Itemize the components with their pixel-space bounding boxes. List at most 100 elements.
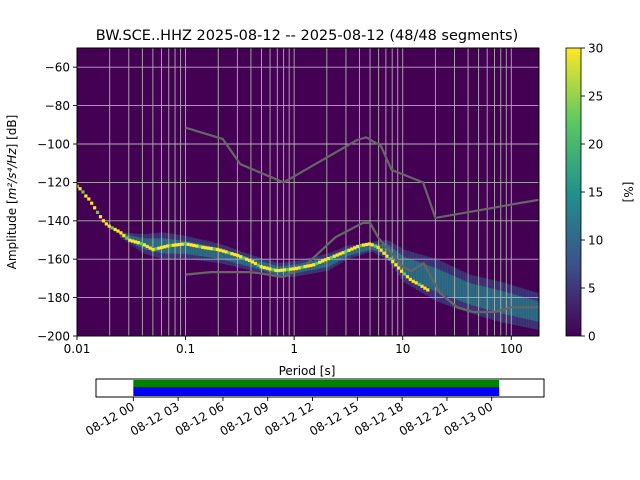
mode-point: [321, 259, 325, 263]
mode-curve: [77, 184, 430, 292]
mode-point: [215, 247, 219, 252]
density-band-inner: [486, 287, 490, 310]
mode-point: [297, 266, 301, 270]
mode-point: [397, 266, 401, 270]
colorbar-tick-label: 10: [588, 233, 603, 247]
mode-point: [294, 266, 298, 270]
mode-point: [236, 253, 240, 258]
density-band-inner: [426, 265, 430, 288]
density-band-inner: [211, 246, 215, 258]
density-band-inner: [415, 261, 420, 282]
colorbar-tick-label: 30: [588, 41, 603, 55]
y-axis-label-units: m²/s⁴/Hz: [5, 148, 19, 200]
y-axis-ticks: −60 −80 −100 −120 −140 −160 −180 −200: [37, 61, 77, 343]
density-band-inner: [146, 238, 150, 251]
mode-point: [341, 251, 345, 255]
mode-point: [131, 239, 135, 243]
mode-point: [271, 268, 275, 272]
y-tick-label: −140: [37, 214, 70, 228]
mode-point: [359, 243, 363, 248]
mode-point: [113, 227, 117, 232]
timeline-tick-label: 08-13 00: [442, 399, 496, 438]
density-band-inner: [371, 244, 375, 250]
y-tick-label: −100: [37, 137, 70, 151]
density-band-inner: [434, 268, 438, 292]
mode-point: [426, 288, 430, 292]
mode-point: [402, 272, 407, 276]
mode-point: [259, 265, 263, 269]
density-band-inner: [183, 240, 187, 255]
mode-point: [280, 268, 284, 272]
density-band-inner: [201, 244, 205, 257]
low-noise-model-line: [185, 221, 539, 314]
mode-point: [239, 255, 243, 259]
mode-point: [309, 263, 313, 268]
density-band-inner: [444, 272, 448, 296]
density-band-inner: [337, 252, 341, 261]
mode-point: [250, 260, 255, 264]
mode-point: [101, 219, 106, 223]
density-band-inner: [494, 289, 498, 312]
density-band-inner: [361, 245, 365, 252]
x-axis-label: Period [s]: [279, 364, 336, 378]
mode-point: [367, 242, 371, 246]
mode-point: [318, 260, 322, 264]
density-band-inner: [227, 251, 231, 262]
y-axis-label: Amplitude [m²/s⁴/Hz] [dB]: [5, 115, 19, 270]
mode-point: [171, 243, 176, 247]
density-band-inner: [491, 288, 496, 312]
density-band-inner: [536, 301, 539, 322]
mode-point: [142, 243, 146, 247]
noise-model-lines: [185, 126, 539, 314]
mode-point: [411, 279, 415, 283]
mode-point: [212, 247, 217, 251]
density-band-inner: [219, 248, 223, 260]
density-band-inner: [350, 247, 354, 255]
mode-point: [169, 243, 173, 248]
density-band-inner: [499, 290, 503, 314]
density-band-inner: [324, 257, 328, 268]
density-band-inner: [465, 281, 469, 304]
density-band-inner: [533, 300, 537, 322]
density-band-inner: [245, 257, 249, 267]
mode-point: [332, 254, 336, 258]
timeline-tick-label: 08-12 06: [173, 399, 227, 438]
y-tick-label: −60: [45, 61, 70, 75]
density-band-inner: [457, 278, 461, 301]
mode-point: [300, 265, 304, 269]
colorbar-ticks: 0 5 10 15 20 25 30: [581, 41, 603, 343]
mode-point: [207, 246, 211, 250]
density-band-inner: [468, 283, 472, 305]
timeline-tick-label: 08-12 21: [397, 399, 451, 438]
mode-point: [265, 266, 269, 270]
density-band-inner: [460, 279, 464, 302]
density-band-inner: [473, 284, 477, 307]
density-band-inner: [355, 246, 359, 254]
density-band-inner: [400, 254, 404, 273]
colorbar-tick-label: 25: [588, 89, 603, 103]
density-band-inner: [450, 274, 454, 298]
mode-point: [78, 187, 82, 191]
mode-point: [274, 268, 278, 272]
density-band-inner: [224, 250, 229, 261]
mode-point: [315, 261, 319, 266]
mode-point: [125, 236, 129, 240]
density-band-inner: [193, 242, 197, 256]
density-band-inner: [156, 238, 160, 253]
mode-point: [110, 226, 114, 230]
x-tick-label: 100: [500, 342, 523, 356]
density-band-inner: [222, 249, 226, 260]
mode-point: [353, 246, 357, 250]
mode-point: [379, 248, 383, 252]
mode-point: [227, 251, 231, 255]
timeline-tick-label: 08-12 03: [128, 399, 182, 438]
density-band-inner: [442, 271, 446, 295]
mode-point: [139, 241, 144, 246]
mode-point: [90, 201, 94, 205]
mode-point: [122, 233, 126, 238]
mode-point: [283, 268, 287, 272]
density-band-inner: [421, 263, 425, 285]
density-band-inner: [321, 258, 325, 268]
